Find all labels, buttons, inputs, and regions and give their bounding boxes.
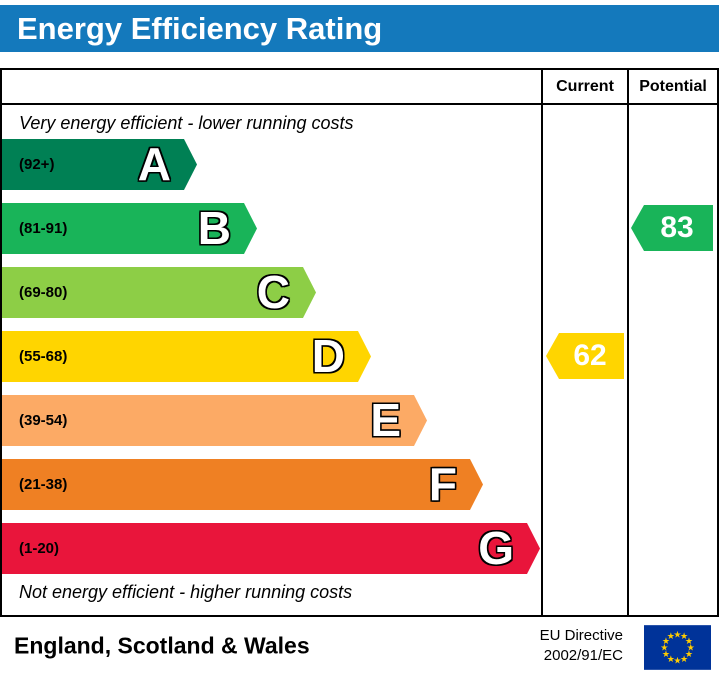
current-rating-value: 62 xyxy=(573,339,607,372)
band-g: (1-20) G xyxy=(2,523,540,574)
band-range: (39-54) xyxy=(19,412,68,429)
eu-flag-icon: ★ ★ ★ ★ ★ ★ ★ ★ ★ ★ ★ ★ xyxy=(644,625,711,670)
svg-text:★: ★ xyxy=(687,644,695,654)
footer-region-label: England, Scotland & Wales xyxy=(14,632,310,659)
svg-text:★: ★ xyxy=(680,632,688,642)
band-range: (1-20) xyxy=(19,540,60,557)
band-letter: B xyxy=(197,202,231,254)
column-header-current: Current xyxy=(556,78,614,95)
eu-directive-label: EU Directive 2002/91/EC xyxy=(540,626,623,667)
svg-text:★: ★ xyxy=(662,637,670,647)
band-letter: G xyxy=(478,522,514,574)
svg-text:★: ★ xyxy=(680,655,688,665)
band-letter: A xyxy=(137,138,171,190)
bottom-note: Not energy efficient - higher running co… xyxy=(19,582,353,602)
svg-text:★: ★ xyxy=(673,630,681,640)
band-range: (55-68) xyxy=(19,348,68,365)
band-letter: C xyxy=(256,266,290,318)
svg-text:★: ★ xyxy=(660,644,668,654)
current-rating-indicator: 62 xyxy=(546,333,624,379)
header-divider xyxy=(2,103,717,105)
eu-directive-line1: EU Directive xyxy=(539,626,623,644)
svg-text:★: ★ xyxy=(667,655,675,665)
page-title-bar: Energy Efficiency Rating xyxy=(0,5,719,52)
band-f: (21-38) F xyxy=(2,459,483,510)
band-range: (92+) xyxy=(19,156,55,173)
top-note: Very energy efficient - lower running co… xyxy=(19,113,354,133)
band-letter: F xyxy=(428,458,457,510)
column-divider-potential xyxy=(627,70,629,615)
band-c: (69-80) C xyxy=(2,267,316,318)
svg-text:★: ★ xyxy=(685,650,693,660)
band-range: (69-80) xyxy=(19,284,68,301)
page-title: Energy Efficiency Rating xyxy=(17,10,383,46)
band-a: (92+) A xyxy=(2,139,197,190)
column-divider-current xyxy=(541,70,543,615)
eu-directive-line2: 2002/91/EC xyxy=(543,647,623,664)
potential-rating-value: 83 xyxy=(660,211,694,244)
potential-rating-indicator: 83 xyxy=(631,205,713,251)
band-b: (81-91) B xyxy=(2,203,257,254)
band-letter: E xyxy=(370,394,401,446)
band-range: (81-91) xyxy=(19,220,68,237)
svg-text:★: ★ xyxy=(667,632,675,642)
footer: England, Scotland & Wales EU Directive 2… xyxy=(0,617,719,675)
band-e: (39-54) E xyxy=(2,395,427,446)
column-header-potential: Potential xyxy=(639,78,707,95)
svg-text:★: ★ xyxy=(673,657,681,667)
band-range: (21-38) xyxy=(19,476,68,493)
rating-table: Current Potential Very energy efficient … xyxy=(0,68,719,617)
svg-text:★: ★ xyxy=(685,637,693,647)
svg-text:★: ★ xyxy=(662,650,670,660)
band-letter: D xyxy=(311,330,345,382)
band-d: (55-68) D xyxy=(2,331,371,382)
